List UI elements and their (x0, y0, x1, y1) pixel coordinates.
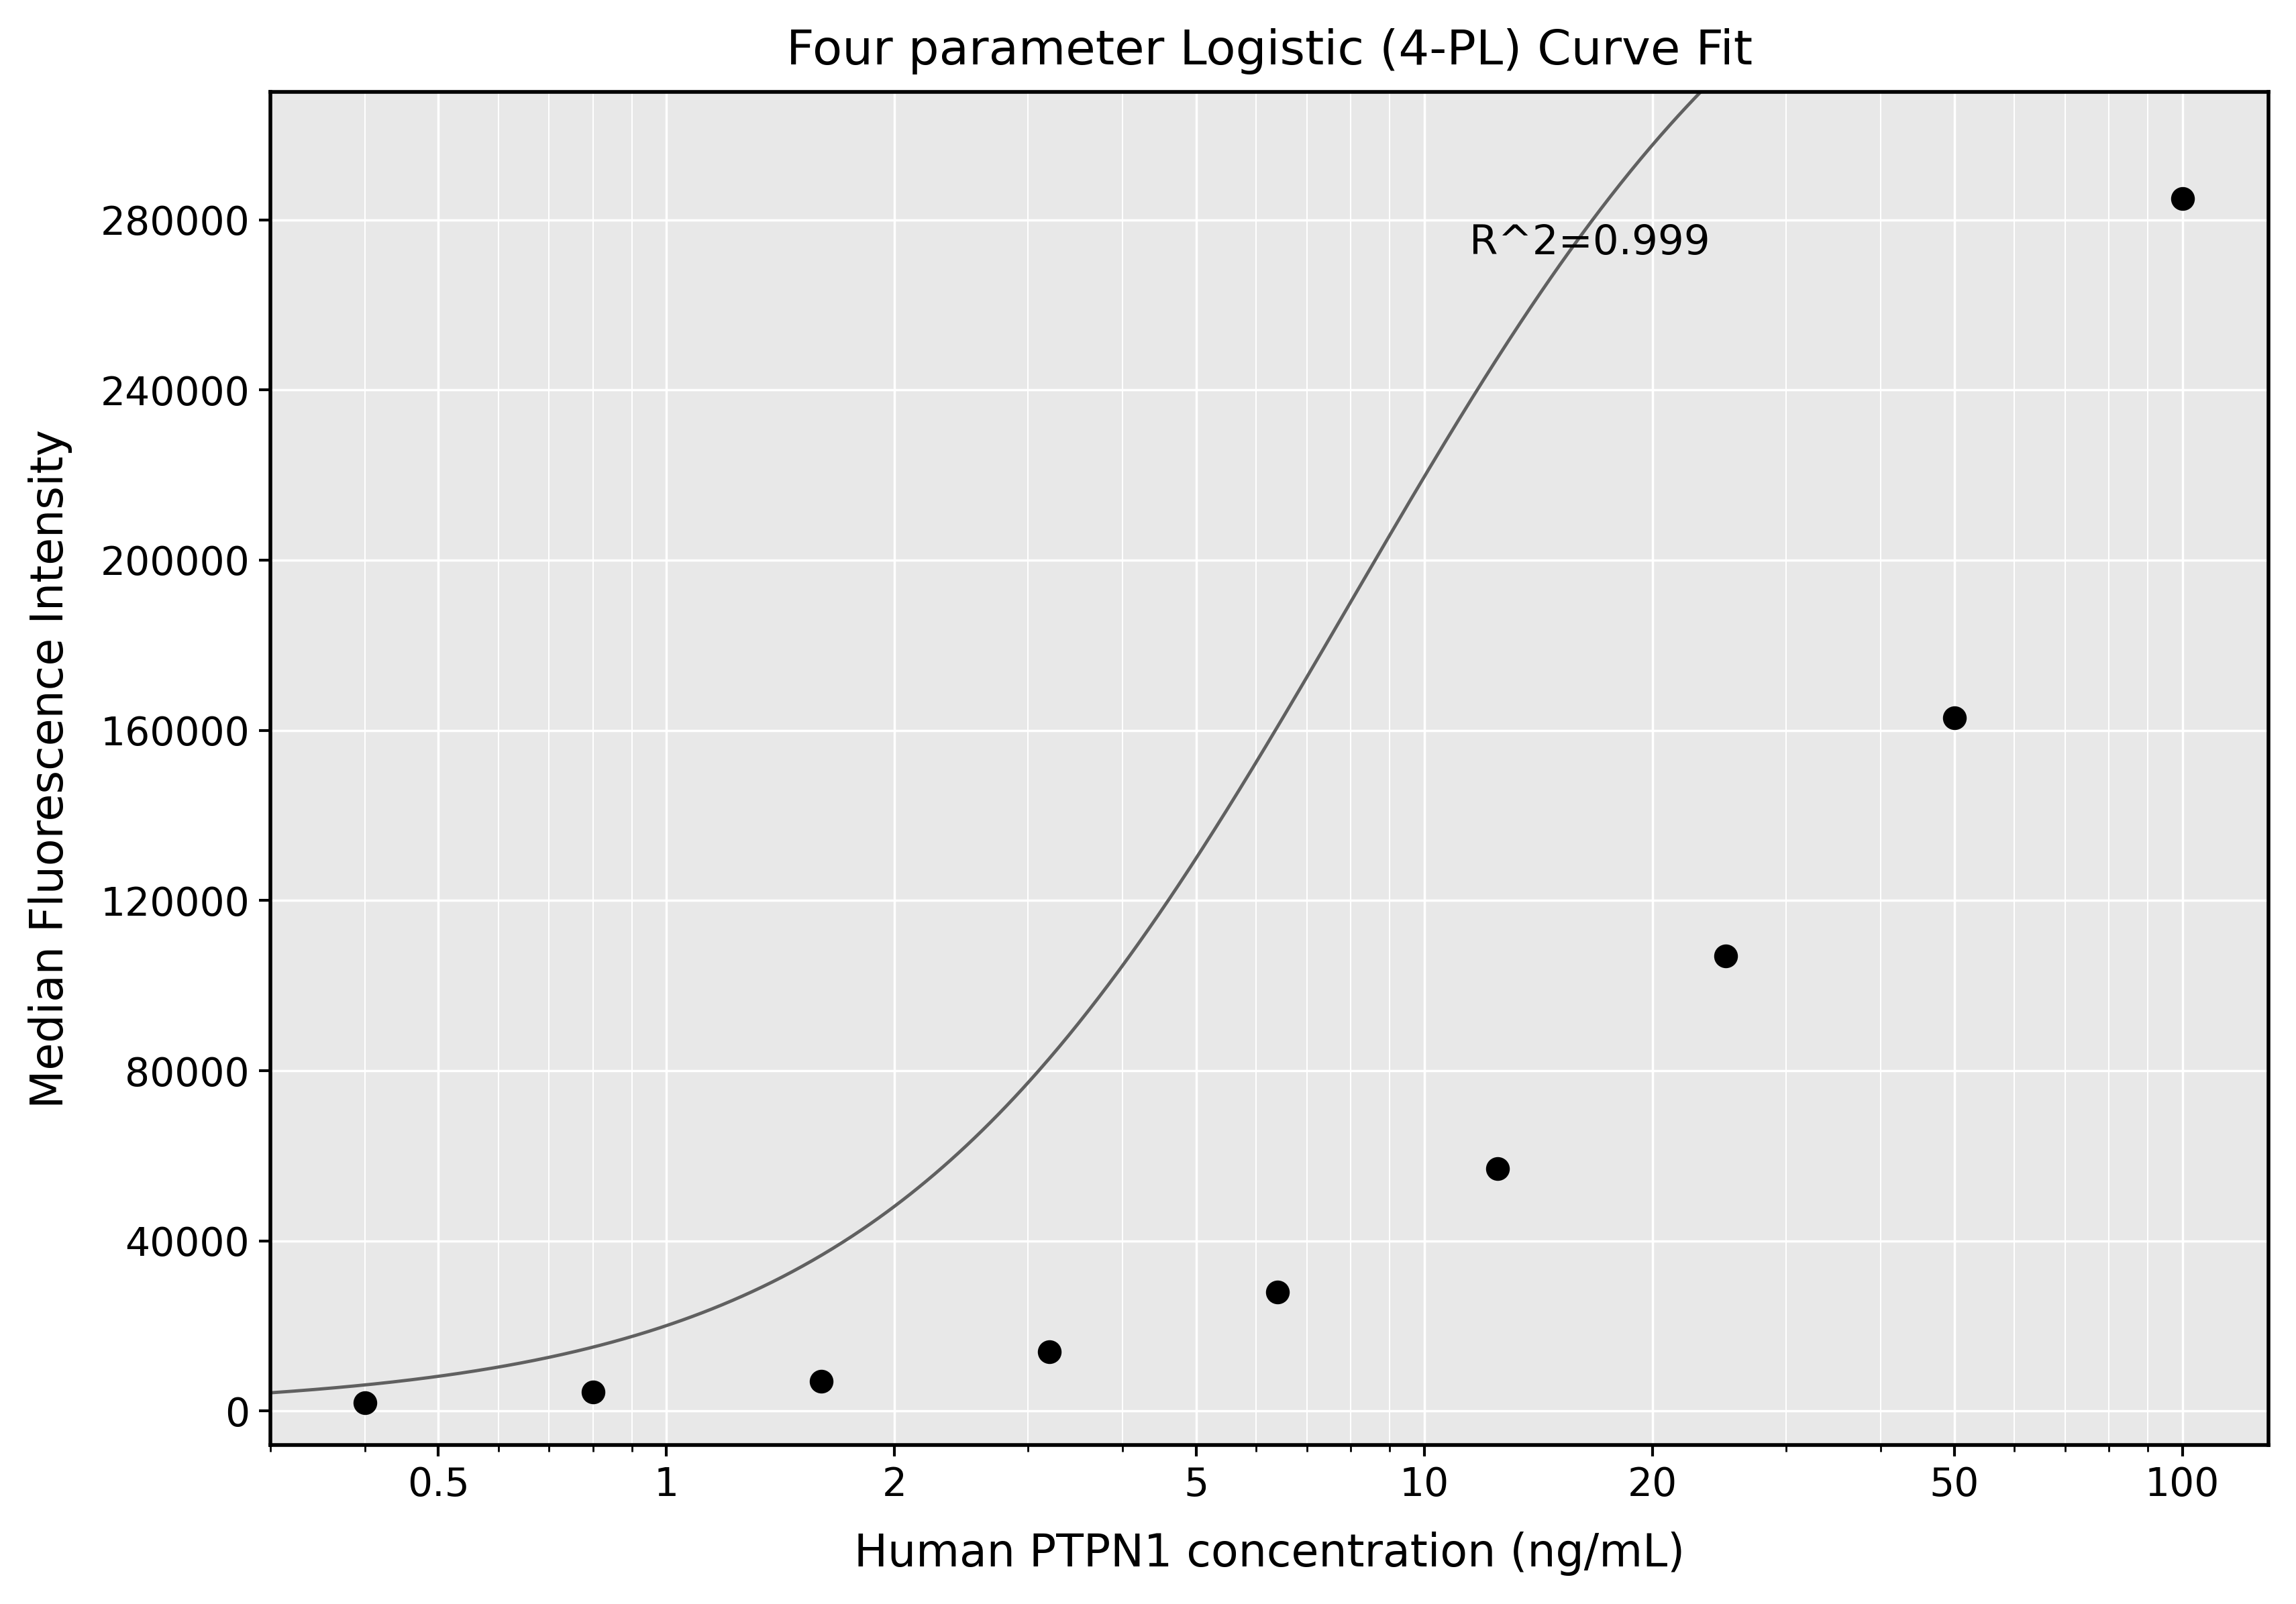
Point (574, 1379, 611, 1405)
Point (1708, 943, 1745, 969)
Text: R^2=0.999: R^2=0.999 (1469, 223, 1711, 263)
Title: Four parameter Logistic (4-PL) Curve Fit: Four parameter Logistic (4-PL) Curve Fit (785, 27, 1752, 74)
Point (1258, 1278, 1295, 1304)
Y-axis label: Median Fluorescence Intensity: Median Fluorescence Intensity (28, 430, 71, 1108)
X-axis label: Human PTPN1 concentration (ng/mL): Human PTPN1 concentration (ng/mL) (854, 1532, 1685, 1577)
Point (1479, 1156, 1515, 1182)
Point (2163, 186, 2200, 212)
Point (1936, 704, 1972, 730)
Point (347, 1389, 383, 1415)
Point (1031, 1339, 1068, 1365)
Point (804, 1368, 840, 1394)
